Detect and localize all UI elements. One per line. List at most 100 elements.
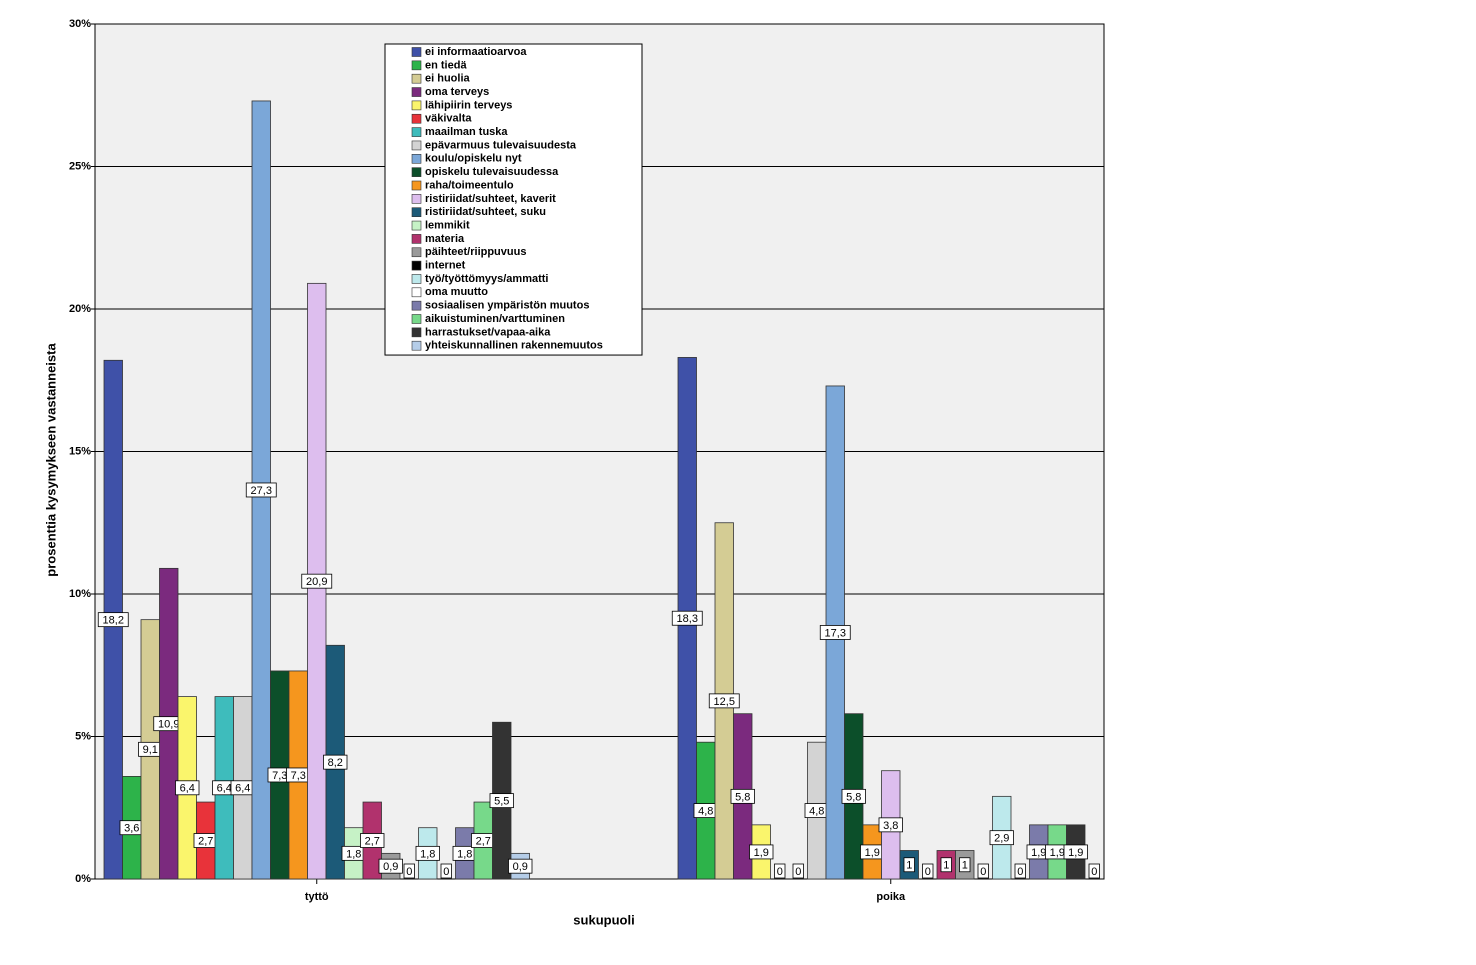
value-label: 0 — [1017, 866, 1023, 878]
value-label-group: 18,3 — [671, 610, 703, 626]
value-label: 3,8 — [883, 820, 898, 832]
value-label-box — [301, 573, 333, 589]
value-label: 8,2 — [328, 757, 343, 769]
legend-swatch — [411, 60, 422, 71]
value-label-group: 5,8 — [841, 788, 866, 804]
value-label-box — [940, 857, 952, 873]
y-tick-label: 20% — [69, 303, 91, 315]
legend-label: väkivalta — [425, 113, 472, 125]
value-label-group: 20,9 — [301, 573, 333, 589]
x-tick-label: tyttö — [305, 891, 329, 903]
value-label-box — [708, 693, 740, 709]
legend-label: en tiedä — [425, 59, 467, 71]
value-label-group: 27,3 — [245, 482, 277, 498]
value-label-group: 1,8 — [341, 845, 366, 861]
value-label-group: 3,6 — [119, 820, 144, 836]
value-label: 1,9 — [1068, 847, 1083, 859]
legend-label: ristiriidat/suhteet, kaverit — [425, 193, 556, 205]
y-tick-label: 0% — [75, 873, 91, 885]
value-label-box — [245, 482, 277, 498]
value-label-group: 2,7 — [193, 833, 218, 848]
value-label: 7,3 — [272, 770, 287, 782]
value-label-box — [360, 833, 385, 848]
value-label: 0 — [795, 866, 801, 878]
value-label-group: 0 — [977, 863, 989, 879]
value-label-box — [440, 863, 452, 879]
value-label: 1,9 — [865, 847, 880, 859]
value-label-group: 6,4 — [230, 780, 255, 796]
value-label-box — [730, 788, 755, 804]
value-label: 18,2 — [103, 615, 124, 627]
y-tick-label: 5% — [75, 730, 91, 742]
value-label-group: 1,8 — [452, 845, 477, 861]
value-label-box — [903, 857, 915, 873]
legend-label: maailman tuska — [425, 126, 508, 138]
value-label-box — [959, 857, 971, 873]
legend-swatch — [411, 140, 422, 151]
legend-swatch — [411, 340, 422, 351]
value-label-box — [403, 863, 415, 879]
value-label-box — [878, 817, 903, 833]
legend-swatch — [411, 287, 422, 298]
legend-label: työ/työttömyys/ammatti — [425, 273, 548, 285]
value-label: 0 — [443, 866, 449, 878]
value-label-group: 0 — [792, 863, 804, 879]
legend-label: sosiaalisen ympäristön muutos — [425, 300, 589, 312]
value-label: 4,8 — [809, 806, 824, 818]
value-label-box — [989, 830, 1014, 846]
value-label: 4,8 — [698, 806, 713, 818]
x-tick-label: poika — [876, 891, 906, 903]
value-label-group: 1,9 — [1063, 844, 1088, 860]
value-label: 0 — [1091, 866, 1097, 878]
value-label-group: 1,8 — [415, 845, 440, 861]
value-label: 5,8 — [846, 791, 861, 803]
legend-label: epävarmuus tulevaisuudesta — [425, 139, 577, 151]
value-label-group: 3,8 — [878, 817, 903, 833]
value-label: 0 — [406, 866, 412, 878]
value-label-group: 0 — [440, 863, 452, 879]
value-label-group: 2,7 — [360, 833, 385, 848]
legend-swatch — [411, 274, 422, 284]
value-label-box — [749, 844, 774, 860]
value-label-box — [489, 793, 514, 809]
legend-swatch — [411, 314, 422, 324]
value-label: 2,7 — [476, 835, 491, 847]
value-label: 18,3 — [677, 613, 698, 625]
legend-label: oma terveys — [425, 86, 489, 98]
value-label: 9,1 — [143, 744, 158, 756]
value-label: 6,4 — [180, 783, 195, 795]
legend-swatch — [411, 87, 422, 97]
legend-label: lemmikit — [425, 219, 470, 231]
value-label: 0 — [777, 866, 783, 878]
legend-swatch — [411, 47, 422, 57]
legend-label: materia — [425, 233, 465, 245]
value-label-box — [819, 625, 851, 640]
value-label-group: 10,9 — [153, 716, 185, 732]
value-label-group: 0 — [403, 863, 415, 879]
y-tick-label: 10% — [69, 588, 91, 600]
value-label: 27,3 — [251, 485, 272, 497]
value-label: 7,3 — [291, 770, 306, 782]
legend-swatch — [411, 327, 422, 338]
value-label-group: 4,8 — [804, 803, 829, 818]
value-label: 1,9 — [1031, 847, 1046, 859]
value-label: 6,4 — [217, 783, 232, 795]
value-label: 3,6 — [124, 823, 139, 835]
legend-label: opiskelu tulevaisuudessa — [425, 166, 559, 178]
value-label-box — [671, 610, 703, 626]
legend-label: raha/toimeentulo — [425, 179, 514, 191]
value-label-box — [1014, 863, 1026, 879]
value-label: 10,9 — [158, 719, 179, 731]
value-label-group: 2,9 — [989, 830, 1014, 846]
value-label: 2,9 — [994, 833, 1009, 845]
y-tick-label: 30% — [69, 18, 91, 30]
value-label: 1,8 — [346, 848, 361, 860]
value-label: 0 — [980, 866, 986, 878]
value-label: 1,8 — [420, 848, 435, 860]
legend-swatch — [411, 207, 422, 217]
value-label-group: 5,5 — [489, 793, 514, 809]
value-label: 12,5 — [714, 696, 735, 708]
value-label-box — [175, 780, 200, 796]
